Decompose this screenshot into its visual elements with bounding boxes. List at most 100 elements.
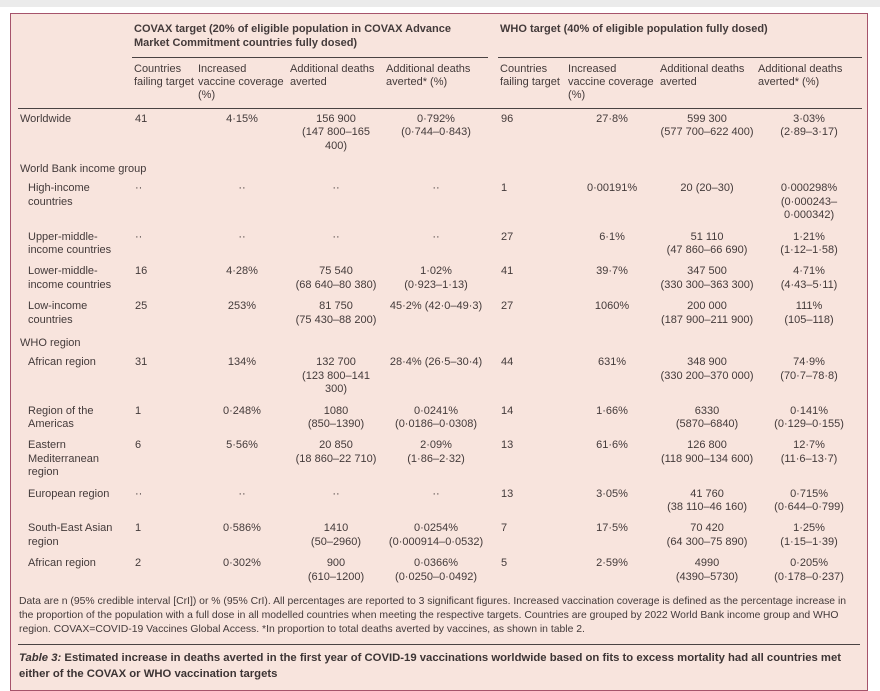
data-cell: 45·2% (42·0–49·3) bbox=[389, 300, 483, 313]
footnote: Data are n (95% credible interval [CrI])… bbox=[19, 596, 847, 635]
row-label: Lower-middle-income countries bbox=[28, 265, 112, 291]
divider bbox=[18, 644, 860, 646]
col-header-gap bbox=[488, 57, 499, 109]
column-header-row: Countries failing target Increased vacci… bbox=[18, 57, 863, 109]
col-header-who-countries: Countries failing target bbox=[498, 57, 567, 109]
caption-label: Table 3: bbox=[19, 652, 62, 665]
data-cell: 6 bbox=[135, 439, 142, 452]
data-cell: 25 bbox=[135, 300, 148, 313]
data-cell: 27 bbox=[501, 300, 514, 313]
table-row: South-East Asian region 1 0·586% 1410 (50–2… bbox=[18, 518, 862, 553]
row-gap bbox=[488, 178, 498, 226]
data-cell: 1080 (850–1390) bbox=[307, 404, 365, 431]
data-cell: 74·9% (70·7–78·8) bbox=[780, 356, 838, 382]
data-cell: 5 bbox=[501, 557, 508, 570]
data-cell: ·· bbox=[135, 230, 143, 243]
data-cell: 0·0254% (0·000914–0·0532) bbox=[388, 522, 484, 548]
data-cell: 41 bbox=[501, 265, 514, 278]
group-header-covax: COVAX target (20% of eligible population… bbox=[132, 23, 489, 58]
table-row: Eastern Mediterranean region 6 5·56% 20 850… bbox=[18, 435, 862, 483]
data-cell: 253% bbox=[227, 300, 257, 313]
data-cell: 27 bbox=[501, 230, 514, 243]
data-cell: 16 bbox=[135, 265, 148, 278]
section-label: World Bank income group bbox=[20, 162, 147, 175]
data-cell: 13 bbox=[501, 439, 514, 452]
data-cell: 7 bbox=[501, 522, 508, 535]
data-cell: 0·000298% (0·000243–0·000342) bbox=[780, 182, 838, 222]
table-row: Low-income countries 25 253% 81 750 (75 430… bbox=[18, 296, 862, 331]
row-label: African region bbox=[28, 356, 96, 369]
data-cell: 6330 (5870–6840) bbox=[675, 404, 739, 431]
data-cell: 1·66% bbox=[596, 404, 628, 417]
section-row: World Bank income group bbox=[18, 157, 862, 178]
table-row: Lower-middle-income countries 16 4·28% 75 5… bbox=[18, 261, 862, 296]
data-cell: 70 420 (64 300–75 890) bbox=[666, 522, 748, 548]
table-row: Upper-middle-income countries ·· ·· ·· ·· 27 6… bbox=[18, 227, 862, 262]
data-cell: 1·02% (0·923–1·13) bbox=[404, 265, 468, 291]
data-cell: 0·205% (0·178–0·237) bbox=[774, 557, 844, 583]
row-gap bbox=[488, 435, 498, 483]
data-cell: 20 850 (18 860–22 710) bbox=[295, 439, 377, 465]
data-cell: 111% (105–118) bbox=[784, 300, 834, 326]
col-header-blank bbox=[18, 57, 132, 109]
data-cell: 156 900 (147 800–165 400) bbox=[302, 112, 370, 152]
row-label: Region of the Americas bbox=[28, 404, 94, 431]
data-cell: ·· bbox=[432, 230, 440, 243]
data-cell: 1060% bbox=[594, 300, 630, 313]
data-cell: ·· bbox=[332, 487, 340, 500]
section-label: WHO region bbox=[20, 337, 81, 349]
row-label: Eastern Mediterranean region bbox=[28, 439, 99, 479]
data-cell: 0·792% (0·744–0·843) bbox=[401, 112, 471, 139]
data-cell: 31 bbox=[135, 356, 148, 369]
data-cell: 0·248% bbox=[223, 404, 261, 417]
data-cell: 132 700 (123 800–141 300) bbox=[302, 356, 370, 396]
data-cell: 0·00191% bbox=[586, 182, 638, 195]
data-cell: 51 110 (47 860–66 690) bbox=[666, 230, 748, 256]
data-cell: 2·09% (1·86–2·32) bbox=[407, 439, 465, 465]
data-cell: 1·21% (1·12–1·58) bbox=[780, 230, 838, 256]
data-cell: 1 bbox=[135, 404, 142, 417]
data-cell: 27·8% bbox=[596, 112, 628, 125]
data-cell: 3·03% (2·89–3·17) bbox=[780, 112, 838, 139]
data-cell: ·· bbox=[432, 182, 440, 195]
row-gap bbox=[488, 553, 498, 588]
data-cell: 41 760 (38 110–46 160) bbox=[667, 487, 747, 514]
data-cell: 2·59% bbox=[596, 557, 628, 570]
data-cell: 126 800 (118 900–134 600) bbox=[660, 439, 754, 465]
data-cell: 4·15% bbox=[226, 112, 258, 125]
data-cell: 599 300 (577 700–622 400) bbox=[660, 112, 754, 139]
row-gap bbox=[488, 518, 498, 553]
table-row: Worldwide 41 4·15% 156 900 (147 800–165 400… bbox=[18, 108, 862, 157]
table-row: European region ·· ·· ·· ·· 13 3·05% 41 760 (38… bbox=[18, 484, 862, 519]
group-gap bbox=[488, 23, 498, 57]
data-cell: 0·715% (0·644–0·799) bbox=[774, 487, 844, 514]
data-cell: 1 bbox=[501, 182, 508, 195]
data-cell: 44 bbox=[501, 356, 514, 369]
col-header-covax-coverage: Increased vaccine coverage (%) bbox=[196, 57, 288, 109]
row-label: South-East Asian region bbox=[28, 522, 113, 548]
data-cell: ·· bbox=[432, 487, 440, 500]
data-cell: 347 500 (330 300–363 300) bbox=[660, 265, 754, 291]
data-cell: 3·05% bbox=[596, 487, 628, 500]
col-header-covax-deaths-averted-pct: Additional deaths averted* (%) bbox=[384, 57, 489, 109]
data-cell: 134% bbox=[227, 356, 257, 369]
data-cell: ·· bbox=[332, 182, 340, 195]
row-gap bbox=[488, 108, 498, 157]
data-cell: 0·0241% (0·0186–0·0308) bbox=[395, 404, 477, 431]
data-cell: 13 bbox=[501, 487, 514, 500]
caption-text: Estimated increase in deaths averted in … bbox=[19, 652, 842, 680]
data-cell: 0·586% bbox=[223, 522, 261, 535]
data-cell: 39·7% bbox=[596, 265, 628, 278]
col-header-who-deaths-averted: Additional deaths averted bbox=[658, 57, 757, 109]
data-cell: 2 bbox=[135, 557, 142, 570]
row-label: African region bbox=[28, 557, 96, 570]
table-row: African region 2 0·302% 900 (610–1200) 0·036… bbox=[18, 553, 862, 588]
row-label: High-income countries bbox=[28, 182, 90, 208]
group-header-spacer bbox=[18, 23, 132, 57]
top-strip bbox=[0, 0, 880, 7]
data-cell: 75 540 (68 640–80 380) bbox=[295, 265, 377, 291]
col-header-covax-countries: Countries failing target bbox=[132, 57, 196, 109]
data-cell: 6·1% bbox=[599, 230, 625, 243]
row-label: Worldwide bbox=[20, 112, 72, 125]
data-cell: 200 000 (187 900–211 900) bbox=[660, 300, 754, 326]
